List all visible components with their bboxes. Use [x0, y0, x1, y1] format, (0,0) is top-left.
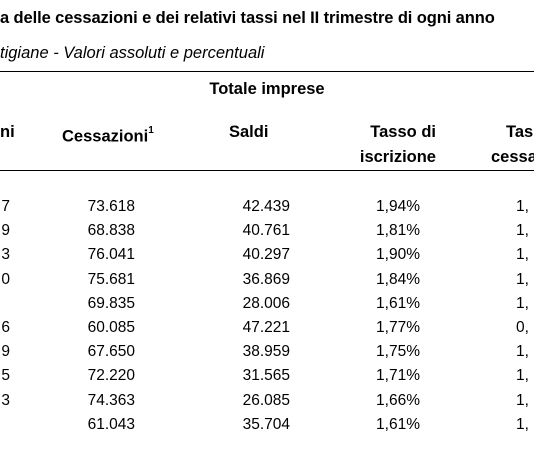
cell-saldi: 35.704: [242, 415, 290, 433]
cell-cessazioni: 74.363: [87, 391, 135, 409]
cell-cessazioni: 69.835: [87, 294, 135, 312]
col-header-cessazioni-label: Cessazioni: [62, 127, 149, 146]
col-header-0: ni: [0, 123, 15, 141]
cell-tasso-cessazione: 1,: [516, 222, 529, 240]
cell-tasso-cessazione: 1,: [516, 391, 529, 409]
cell-saldi: 40.761: [242, 222, 290, 240]
cell-c0: 9: [1, 343, 10, 361]
cell-tasso-cessazione: 1,: [516, 294, 529, 312]
cell-c0: [0, 413, 10, 437]
cell-cessazioni: 60.085: [87, 319, 135, 336]
cell-c0: [0, 292, 10, 316]
cell-cessazioni: 75.681: [87, 270, 135, 288]
cell-tasso-iscrizione: 1,94%: [376, 198, 420, 215]
cell-cessazioni: 73.618: [87, 198, 135, 215]
cell-c0: 9: [1, 222, 10, 240]
col-header-tasso-iscrizione-line1: Tasso di: [370, 123, 436, 141]
cell-cessazioni: 76.041: [87, 246, 135, 264]
cell-cessazioni: 67.650: [87, 343, 135, 361]
cell-saldi: 28.006: [242, 294, 290, 312]
table-subtitle: tigiane - Valori assoluti e percentuali: [0, 44, 265, 62]
group-header: Totale imprese: [209, 80, 325, 98]
cell-cessazioni: 61.043: [87, 415, 135, 433]
table-title: a delle cessazioni e dei relativi tassi …: [0, 9, 495, 27]
cell-tasso-cessazione: 1,: [516, 198, 529, 215]
cell-tasso-cessazione: 1,: [516, 343, 529, 361]
cell-tasso-iscrizione: 1,75%: [376, 343, 420, 361]
cell-saldi: 42.439: [242, 198, 290, 215]
footnote-marker: 1: [148, 125, 154, 136]
col-header-tasso-cessazione-line1: Tas: [506, 123, 534, 141]
cell-c0: 0: [1, 270, 10, 288]
cell-c0: 7: [1, 198, 10, 215]
col-header-tasso-cessazione-line2: cessa: [491, 148, 534, 166]
col-header-tasso-iscrizione-line2: iscrizione: [359, 148, 436, 166]
cell-c0: 6: [1, 319, 10, 336]
cell-tasso-iscrizione: 1,81%: [376, 222, 420, 240]
col-header-tasso-cessazione: Tas cessa: [491, 120, 534, 170]
col-header-saldi: Saldi: [229, 123, 269, 141]
cell-tasso-cessazione: 0,: [516, 319, 529, 336]
header-rule: [0, 170, 534, 171]
cell-c0: 5: [1, 367, 10, 385]
cell-saldi: 47.221: [242, 319, 290, 336]
cell-tasso-iscrizione: 1,61%: [376, 415, 420, 433]
cell-tasso-iscrizione: 1,61%: [376, 294, 420, 312]
cell-c0: 3: [1, 246, 10, 264]
cell-tasso-iscrizione: 1,71%: [376, 367, 420, 385]
cell-tasso-iscrizione: 1,84%: [376, 270, 420, 288]
top-rule: [0, 71, 534, 72]
cell-c0: 3: [1, 391, 10, 409]
cell-saldi: 26.085: [242, 391, 290, 409]
cell-tasso-cessazione: 1,: [516, 367, 529, 385]
cell-tasso-iscrizione: 1,77%: [376, 319, 420, 336]
cell-saldi: 38.959: [242, 343, 290, 361]
cell-tasso-cessazione: 1,: [516, 246, 529, 264]
cell-saldi: 36.869: [242, 270, 290, 288]
cell-cessazioni: 68.838: [87, 222, 135, 240]
col-header-tasso-iscrizione: Tasso di iscrizione: [350, 120, 436, 170]
cell-saldi: 31.565: [242, 367, 290, 385]
cell-saldi: 40.297: [242, 246, 290, 264]
cell-tasso-cessazione: 1,: [516, 415, 529, 433]
cell-tasso-cessazione: 1,: [516, 270, 529, 288]
cell-tasso-iscrizione: 1,90%: [376, 246, 420, 264]
cell-tasso-iscrizione: 1,66%: [376, 391, 420, 409]
cell-cessazioni: 72.220: [87, 367, 135, 385]
col-header-cessazioni: Cessazioni1: [62, 120, 154, 150]
